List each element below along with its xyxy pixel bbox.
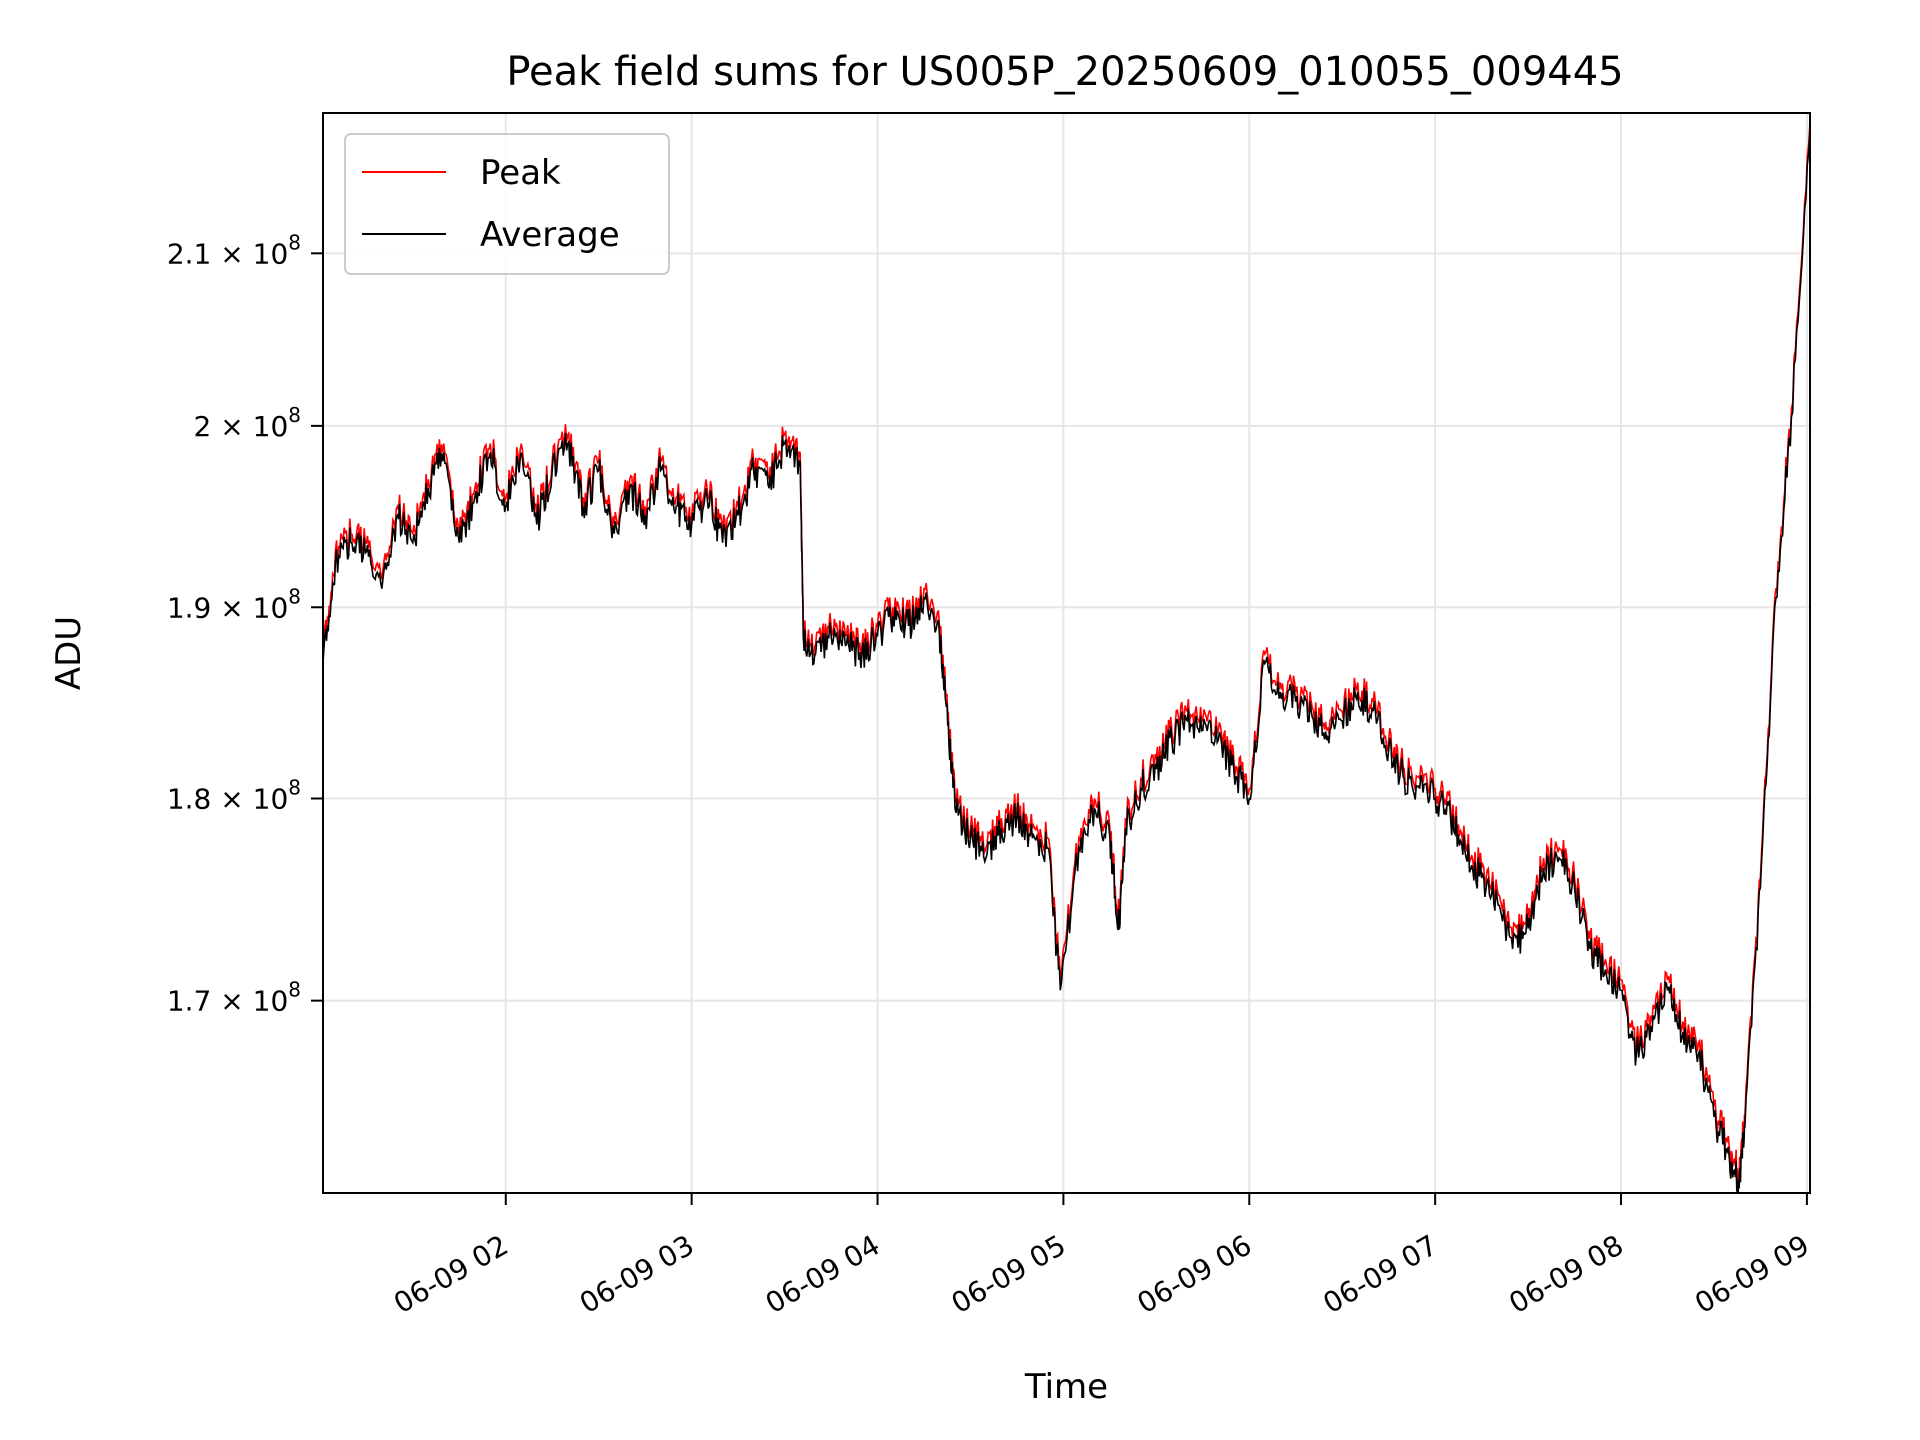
legend-label-average: Average	[480, 215, 620, 255]
y-tick-mantissa: 1.7 × 10	[167, 985, 288, 1018]
y-tick-exponent: 8	[288, 584, 301, 608]
y-tick-exponent: 8	[288, 403, 301, 427]
x-axis-title: Time	[1024, 1367, 1108, 1407]
plot-area-frame	[322, 112, 1811, 1194]
y-axis-title: ADU	[49, 616, 89, 690]
y-tick-label: 1.9 × 108	[167, 584, 301, 624]
legend-label-peak: Peak	[480, 153, 561, 193]
y-tick-mantissa: 2.1 × 10	[167, 237, 288, 270]
chart-title: Peak field sums for US005P_20250609_0100…	[506, 49, 1623, 95]
y-tick-mantissa: 1.8 × 10	[167, 782, 288, 815]
legend-box	[344, 133, 670, 275]
y-tick-label: 1.7 × 108	[167, 978, 301, 1018]
y-tick-mantissa: 1.9 × 10	[167, 591, 288, 624]
series-lines	[322, 121, 1811, 1194]
y-tick-label: 1.8 × 108	[167, 775, 301, 815]
grid-lines	[323, 113, 1810, 1193]
y-tick-exponent: 8	[288, 978, 301, 1002]
legend: Peak Average	[344, 133, 670, 275]
y-tick-exponent: 8	[288, 775, 301, 799]
y-tick-label: 2 × 108	[194, 403, 301, 443]
y-tick-label: 2.1 × 108	[167, 230, 301, 270]
y-tick-mantissa: 2 × 10	[194, 410, 289, 443]
series-line-average	[322, 129, 1811, 1194]
y-tick-exponent: 8	[288, 230, 301, 254]
